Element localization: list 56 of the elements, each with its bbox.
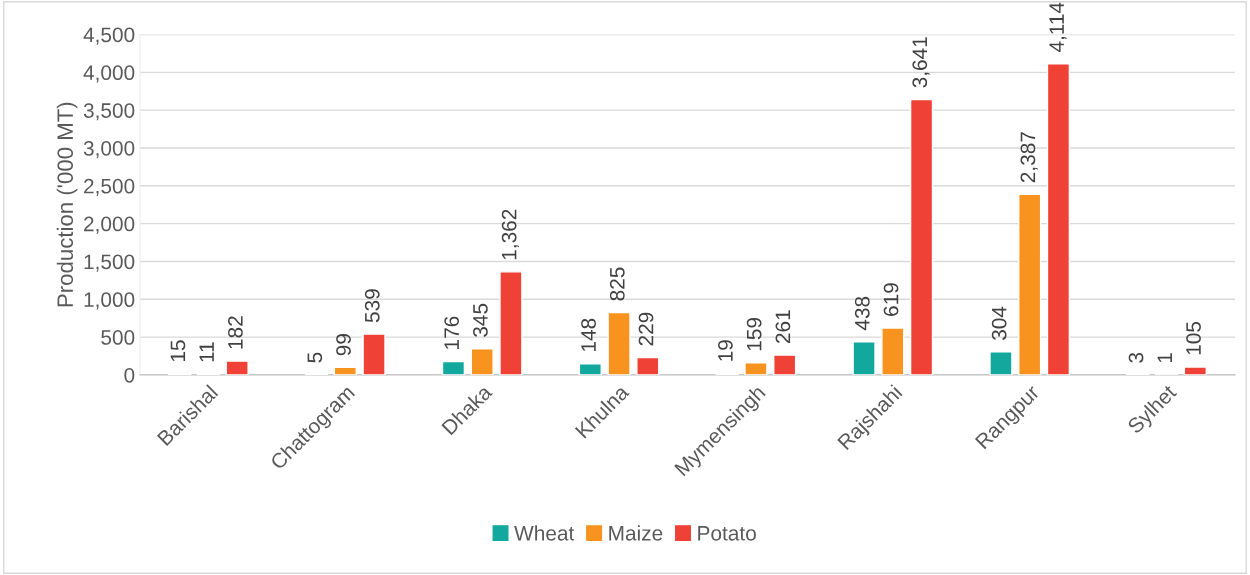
data-label: 825 (609, 267, 625, 301)
legend-label: Maize (609, 525, 663, 541)
data-label: 176 (444, 316, 460, 349)
data-label: 159 (746, 317, 762, 351)
data-label: 1 (1157, 353, 1172, 363)
data-label: 182 (228, 316, 243, 349)
legend-label: Wheat (514, 525, 575, 541)
bar (362, 333, 386, 375)
bar (881, 327, 905, 375)
data-label: 261 (775, 310, 791, 343)
data-label: 105 (1186, 321, 1201, 355)
y-tick-label: 4,500 (83, 27, 135, 45)
y-tick-label: 1,500 (84, 254, 135, 272)
bar (636, 356, 660, 375)
bar (225, 360, 249, 375)
bar (909, 98, 934, 375)
data-label: 619 (883, 283, 899, 316)
y-tick-label: 0 (124, 367, 135, 383)
data-label: 4,114 (1049, 2, 1067, 53)
bar (441, 360, 466, 375)
bar (989, 351, 1013, 375)
bar (744, 362, 768, 375)
bar (773, 354, 797, 375)
bar (1046, 63, 1071, 375)
y-tick-label: 3,500 (83, 103, 135, 121)
y-tick-label: 2,000 (84, 216, 135, 234)
data-label: 3,641 (912, 37, 930, 88)
data-label: 438 (854, 296, 870, 331)
data-label: 345 (473, 303, 488, 337)
data-label: 2,387 (1020, 132, 1038, 183)
bar (470, 348, 494, 375)
legend-label: Potato (698, 526, 756, 541)
data-label: 3 (1128, 352, 1144, 363)
data-label: 148 (581, 318, 596, 351)
bar (852, 341, 876, 375)
bar (607, 311, 631, 375)
data-label: 5 (307, 352, 323, 363)
data-label: 19 (718, 340, 733, 361)
data-label: 304 (991, 306, 1007, 340)
data-label: 15 (170, 340, 186, 362)
y-tick-label: 1,000 (84, 292, 135, 310)
bar (1018, 193, 1042, 375)
data-label: 1,362 (501, 209, 519, 260)
y-tick-label: 4,000 (83, 65, 135, 83)
y-axis-title: Production ('000 MT) (56, 102, 78, 307)
bar (333, 366, 357, 375)
data-label: 11 (199, 342, 214, 362)
y-tick-label: 500 (101, 330, 135, 345)
bar (499, 271, 523, 375)
bar (1183, 366, 1207, 375)
data-label: 99 (336, 334, 351, 356)
data-label: 229 (638, 312, 654, 346)
y-tick-label: 2,500 (84, 178, 135, 196)
y-tick-label: 3,000 (83, 140, 135, 159)
bar (578, 363, 602, 375)
data-label: 539 (364, 289, 380, 323)
